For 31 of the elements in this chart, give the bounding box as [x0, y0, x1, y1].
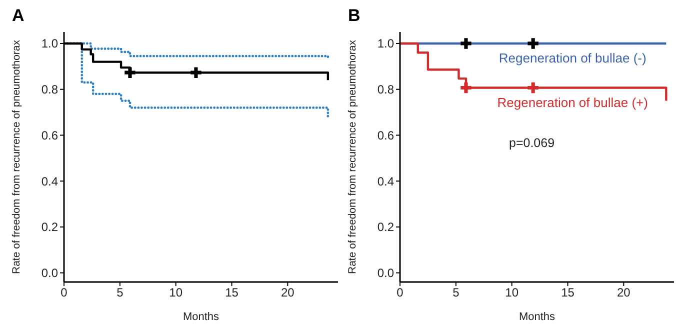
series-label: Regeneration of bullae (+)	[497, 94, 648, 110]
y-tick-label: 0.4	[377, 174, 394, 188]
y-tick-label: 1.0	[41, 36, 58, 51]
annotation: p=0.069	[509, 136, 555, 150]
y-tick-label: 0.8	[377, 82, 394, 97]
y-tick-label: 0.0	[41, 266, 58, 280]
x-tick-label: 20	[280, 286, 295, 300]
x-tick-label: 5	[116, 286, 124, 300]
y-tick-label: 0.6	[377, 128, 394, 142]
y-tick-label: 0.0	[377, 266, 394, 280]
y-tick-label: 0.2	[41, 220, 58, 234]
x-tick-label: 10	[505, 286, 519, 300]
x-tick-label: 0	[60, 286, 68, 300]
series-label: Regeneration of bullae (-)	[498, 50, 646, 66]
chart-title: A	[12, 6, 24, 26]
x-tick-label: 15	[561, 286, 575, 300]
x-axis-title: Months	[182, 311, 220, 323]
y-tick-label: 0.2	[377, 220, 394, 234]
x-axis-title: Months	[518, 311, 556, 323]
x-tick-label: 0	[396, 286, 404, 300]
y-axis-title: Rate of freedom from recurrence of pneumothorax	[346, 39, 359, 274]
x-tick-label: 15	[225, 286, 239, 300]
x-tick-label: 10	[169, 286, 183, 300]
x-tick-label: 5	[452, 286, 460, 300]
y-tick-label: 1.0	[377, 36, 394, 51]
y-tick-label: 0.6	[41, 128, 58, 142]
y-axis-title: Rate of freedom from recurrence of pneumothorax	[10, 39, 23, 274]
y-tick-label: 0.4	[41, 174, 58, 188]
chart-title: B	[348, 6, 360, 26]
x-tick-label: 20	[616, 286, 631, 300]
y-tick-label: 0.8	[41, 82, 58, 97]
